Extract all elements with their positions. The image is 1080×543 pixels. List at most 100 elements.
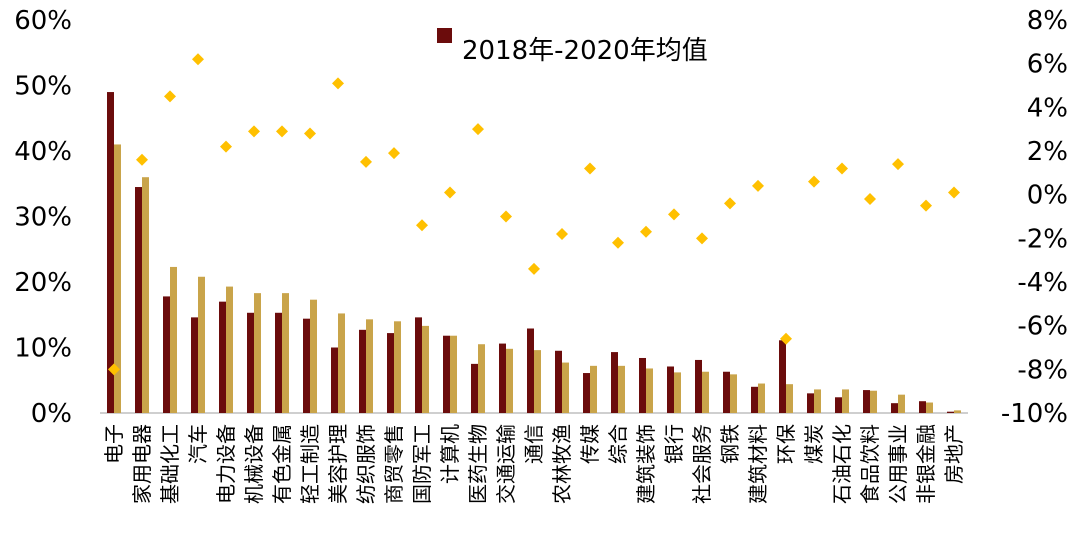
bar-series-2 xyxy=(646,368,653,413)
category-label: 电子 xyxy=(102,424,126,464)
bar-series-2 xyxy=(282,293,289,413)
bar-series-2 xyxy=(254,293,261,413)
diamond-marker xyxy=(332,77,344,90)
right-tick-label: 6% xyxy=(1027,50,1068,80)
diamond-marker xyxy=(892,158,904,171)
category-label: 公用事业 xyxy=(886,424,910,504)
diamond-marker xyxy=(920,199,932,212)
bar-avg-2018-2020 xyxy=(443,335,450,413)
category-label: 电力设备 xyxy=(214,424,238,504)
diamond-marker xyxy=(276,125,288,138)
category-label: 美容护理 xyxy=(326,424,350,504)
bar-series-2 xyxy=(870,390,877,413)
category-label: 煤炭 xyxy=(802,424,826,464)
left-tick-label: 50% xyxy=(14,72,72,102)
bar-series-2 xyxy=(198,276,205,413)
category-label: 纺织服饰 xyxy=(354,424,378,504)
diamond-marker xyxy=(668,208,680,221)
bar-avg-2018-2020 xyxy=(387,333,394,413)
bar-avg-2018-2020 xyxy=(163,296,170,413)
left-tick-label: 40% xyxy=(14,137,72,167)
right-axis: -10% -8% -6% -4% -2% 0% 2% 4% 6% 8% xyxy=(1001,6,1068,429)
category-label: 农林牧渔 xyxy=(550,424,574,504)
category-label: 社会服务 xyxy=(690,424,714,504)
left-tick-label: 20% xyxy=(14,268,72,298)
diamond-marker xyxy=(808,175,820,188)
right-tick-label: -4% xyxy=(1017,268,1068,298)
category-label: 食品饮料 xyxy=(858,424,882,504)
right-tick-label: -10% xyxy=(1001,399,1068,429)
diamond-marker xyxy=(472,123,484,136)
category-labels: 电子 家用电器 基础化工 汽车 电力设备 机械设备 有色金属 轻工制造 美容护理 纺织服饰 商贸零售… xyxy=(102,424,966,504)
bar-avg-2018-2020 xyxy=(471,363,478,413)
bar-series-2 xyxy=(506,348,513,413)
bars xyxy=(107,92,961,414)
category-label: 交通运输 xyxy=(494,424,518,504)
category-label: 非银金融 xyxy=(914,424,938,504)
bar-avg-2018-2020 xyxy=(583,373,590,413)
category-label: 国防军工 xyxy=(410,424,434,504)
bar-series-2 xyxy=(562,362,569,413)
diamond-marker xyxy=(108,363,120,376)
bar-series-2 xyxy=(338,313,345,413)
left-tick-label: 10% xyxy=(14,334,72,364)
right-tick-label: 4% xyxy=(1027,93,1068,123)
bar-avg-2018-2020 xyxy=(331,347,338,413)
right-tick-label: 0% xyxy=(1027,181,1068,211)
diamond-marker xyxy=(948,186,960,199)
diamond-marker xyxy=(444,186,456,199)
category-label: 医药生物 xyxy=(466,424,490,504)
diamond-marker xyxy=(752,179,764,192)
diamond-marker xyxy=(584,162,596,175)
bar-avg-2018-2020 xyxy=(135,187,142,413)
diamond-marker xyxy=(416,219,428,232)
category-label: 家用电器 xyxy=(130,424,154,504)
bar-series-2 xyxy=(702,371,709,413)
bar-series-2 xyxy=(394,321,401,413)
bar-avg-2018-2020 xyxy=(247,312,254,413)
diamond-marker xyxy=(696,232,708,245)
bar-series-2 xyxy=(450,335,457,413)
bar-avg-2018-2020 xyxy=(891,403,898,413)
diamond-marker xyxy=(500,210,512,223)
bar-avg-2018-2020 xyxy=(107,92,114,414)
bar-avg-2018-2020 xyxy=(807,393,814,413)
markers xyxy=(108,53,960,376)
category-label: 有色金属 xyxy=(270,424,294,504)
bar-series-2 xyxy=(478,344,485,413)
category-label: 石油石化 xyxy=(830,424,854,504)
diamond-marker xyxy=(136,153,148,166)
bar-avg-2018-2020 xyxy=(303,318,310,413)
left-tick-label: 0% xyxy=(31,399,72,429)
right-tick-label: -6% xyxy=(1017,312,1068,342)
category-label: 基础化工 xyxy=(158,424,182,504)
diamond-marker xyxy=(640,225,652,238)
legend: 2018年-2020年均值 xyxy=(437,28,708,66)
bar-series-2 xyxy=(310,299,317,413)
category-label: 通信 xyxy=(522,424,546,464)
left-tick-label: 30% xyxy=(14,203,72,233)
category-label: 商贸零售 xyxy=(382,424,406,504)
bar-avg-2018-2020 xyxy=(947,411,954,413)
category-label: 房地产 xyxy=(942,424,966,484)
category-label: 轻工制造 xyxy=(298,424,322,504)
bar-series-2 xyxy=(422,325,429,413)
diamond-marker xyxy=(220,140,232,153)
bar-avg-2018-2020 xyxy=(639,357,646,413)
diamond-marker xyxy=(864,193,876,206)
bar-series-2 xyxy=(618,365,625,413)
bar-series-2 xyxy=(758,383,765,413)
right-tick-label: -8% xyxy=(1017,355,1068,385)
bar-series-2 xyxy=(170,266,177,413)
legend-label: 2018年-2020年均值 xyxy=(462,36,708,66)
bar-series-2 xyxy=(590,365,597,413)
diamond-marker xyxy=(780,332,792,345)
category-label: 计算机 xyxy=(438,424,462,484)
legend-swatch xyxy=(437,28,452,43)
bar-avg-2018-2020 xyxy=(499,343,506,413)
bar-series-2 xyxy=(954,410,961,413)
bar-avg-2018-2020 xyxy=(219,301,226,413)
bar-avg-2018-2020 xyxy=(359,329,366,413)
bar-series-2 xyxy=(842,389,849,413)
